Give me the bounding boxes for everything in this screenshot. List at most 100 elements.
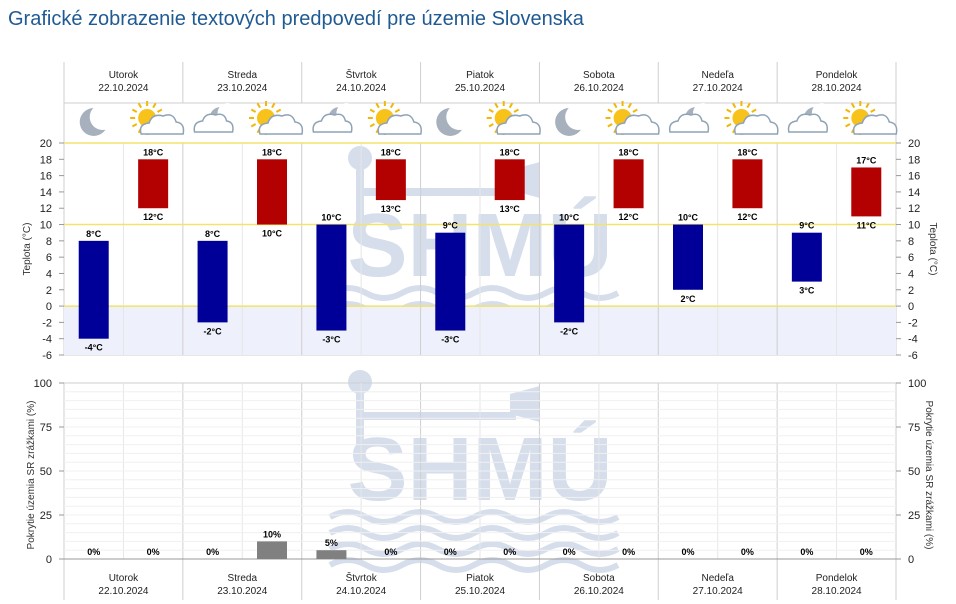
night-temp-bar-min-label: -2°C <box>204 326 223 336</box>
day-precip-bar <box>257 541 287 559</box>
night-temp-bar <box>435 232 466 331</box>
day-temp-bar-min-label: 13°C <box>500 204 521 214</box>
day-footer: Utorok 22.10.2024 Streda 23.10.2024 Štvrtok 2… <box>98 571 862 597</box>
temp-tick-right: 16 <box>908 171 920 183</box>
cloud-moon-icon <box>193 103 238 133</box>
day-temp-bar-min-label: 10°C <box>262 229 283 239</box>
temp-tick-left: 0 <box>46 301 52 313</box>
temp-tick-right: 20 <box>908 138 920 150</box>
footer-day-date: 25.10.2024 <box>455 586 505 597</box>
footer-day-date: 27.10.2024 <box>693 586 743 597</box>
day-precip-bar-label: 0% <box>384 547 397 557</box>
night-temp-bar-max-label: 10°C <box>321 213 342 223</box>
night-temp-bar-min-label: 2°C <box>680 294 696 304</box>
day-temp-bar-min-label: 12°C <box>737 212 758 222</box>
temp-tick-right: 14 <box>908 187 920 199</box>
day-temp-bar-max-label: 18°C <box>143 147 164 157</box>
day-temp-bar-min-label: 11°C <box>856 220 876 230</box>
day-temp-bar-max-label: 18°C <box>262 147 283 157</box>
night-temp-bar-min-label: -4°C <box>85 343 104 353</box>
footer-day-name: Nedeľa <box>702 573 735 584</box>
sun-cloud-icon <box>843 101 898 135</box>
precip-tick-left: 100 <box>34 378 52 390</box>
footer-day-name: Pondelok <box>816 573 859 584</box>
day-temp-bar-max-label: 18°C <box>500 147 521 157</box>
footer-day-date: 28.10.2024 <box>812 586 862 597</box>
night-temp-bar <box>673 224 703 290</box>
day-temp-bar <box>494 159 525 201</box>
temp-tick-left: 12 <box>40 203 52 215</box>
night-temp-bar-max-label: 8°C <box>205 229 221 239</box>
precipitation-panel: 100 100 75 75 50 50 25 25 0 0 Pokrytie územia SR z… <box>26 378 934 566</box>
footer-day-name: Utorok <box>109 573 139 584</box>
footer-day-name: Streda <box>228 573 258 584</box>
precip-tick-left: 50 <box>40 466 52 478</box>
temp-tick-right: 8 <box>908 236 914 248</box>
day-temp-bar-max-label: 18°C <box>381 147 402 157</box>
header-day-name: Nedeľa <box>702 70 735 81</box>
night-precip-bar-label: 0% <box>206 547 219 557</box>
precip-tick-left: 0 <box>46 554 52 566</box>
day-temp-bar-max-label: 18°C <box>619 147 640 157</box>
day-precip-bar-label: 0% <box>622 547 635 557</box>
night-precip-bar-label: 0% <box>681 547 694 557</box>
day-temp-bar-min-label: 12°C <box>143 212 164 222</box>
shmu-logo-watermark: SHMÚ <box>328 370 620 573</box>
temp-tick-right: -6 <box>908 350 918 362</box>
sun-cloud-icon <box>249 101 304 135</box>
header-day-date: 23.10.2024 <box>217 83 267 94</box>
precip-ylabel-right: Pokrytie územia SR zrážkami (%) <box>923 401 934 550</box>
footer-day-date: 23.10.2024 <box>217 586 267 597</box>
temp-tick-right: 12 <box>908 203 920 215</box>
night-temp-bar-max-label: 8°C <box>86 229 102 239</box>
precip-tick-left: 75 <box>40 422 52 434</box>
night-temp-bar-max-label: 9°C <box>443 221 459 231</box>
temp-ylabel-right: Teplota (°C) <box>927 223 938 276</box>
day-temp-bar <box>851 167 882 217</box>
temp-tick-left: 16 <box>40 171 52 183</box>
night-precip-bar-label: 5% <box>325 538 338 548</box>
precip-tick-right: 50 <box>908 466 920 478</box>
cloud-moon-icon <box>787 103 832 133</box>
temp-tick-right: -4 <box>908 334 918 346</box>
day-temp-bar-min-label: 13°C <box>381 204 402 214</box>
night-precip-bar-label: 0% <box>87 547 100 557</box>
night-temp-bar-min-label: -2°C <box>560 326 579 336</box>
day-precip-bar-label: 0% <box>741 547 754 557</box>
temp-tick-left: -4 <box>42 334 52 346</box>
temp-tick-right: 18 <box>908 154 920 166</box>
sun-cloud-icon <box>724 101 779 135</box>
header-day-name: Pondelok <box>816 70 859 81</box>
footer-day-name: Sobota <box>583 573 615 584</box>
temp-tick-left: 4 <box>46 268 52 280</box>
temp-tick-right: 6 <box>908 252 914 264</box>
night-temp-bar <box>316 224 347 331</box>
page-title: Grafické zobrazenie textových predpovedí… <box>8 8 584 30</box>
night-precip-bar-label: 0% <box>444 547 457 557</box>
night-temp-bar <box>791 232 822 282</box>
sun-cloud-icon <box>486 101 541 135</box>
footer-day-date: 26.10.2024 <box>574 586 624 597</box>
day-precip-bar-label: 0% <box>147 547 160 557</box>
day-temp-bar <box>613 159 644 209</box>
footer-day-name: Štvrtok <box>346 571 378 584</box>
cloud-moon-icon <box>668 103 713 133</box>
moon-icon <box>79 104 116 136</box>
sun-cloud-icon <box>605 101 660 135</box>
day-temp-bar-min-label: 12°C <box>619 212 640 222</box>
precip-tick-right: 0 <box>908 554 914 566</box>
day-temp-bar <box>375 159 406 201</box>
footer-day-date: 24.10.2024 <box>336 586 386 597</box>
header-day-date: 24.10.2024 <box>336 83 386 94</box>
night-precip-bar-label: 0% <box>563 547 576 557</box>
day-header: Utorok 22.10.2024 Streda 23.10.2024 Štvrtok 2… <box>79 68 898 136</box>
temp-tick-left: -6 <box>42 350 52 362</box>
sun-cloud-icon <box>367 101 422 135</box>
temp-tick-left: 20 <box>40 138 52 150</box>
temp-tick-left: -2 <box>42 317 52 329</box>
night-temp-bar-max-label: 10°C <box>678 213 699 223</box>
night-precip-bar-label: 0% <box>800 547 813 557</box>
night-temp-bar-min-label: -3°C <box>322 335 341 345</box>
temp-tick-right: 10 <box>908 220 920 232</box>
